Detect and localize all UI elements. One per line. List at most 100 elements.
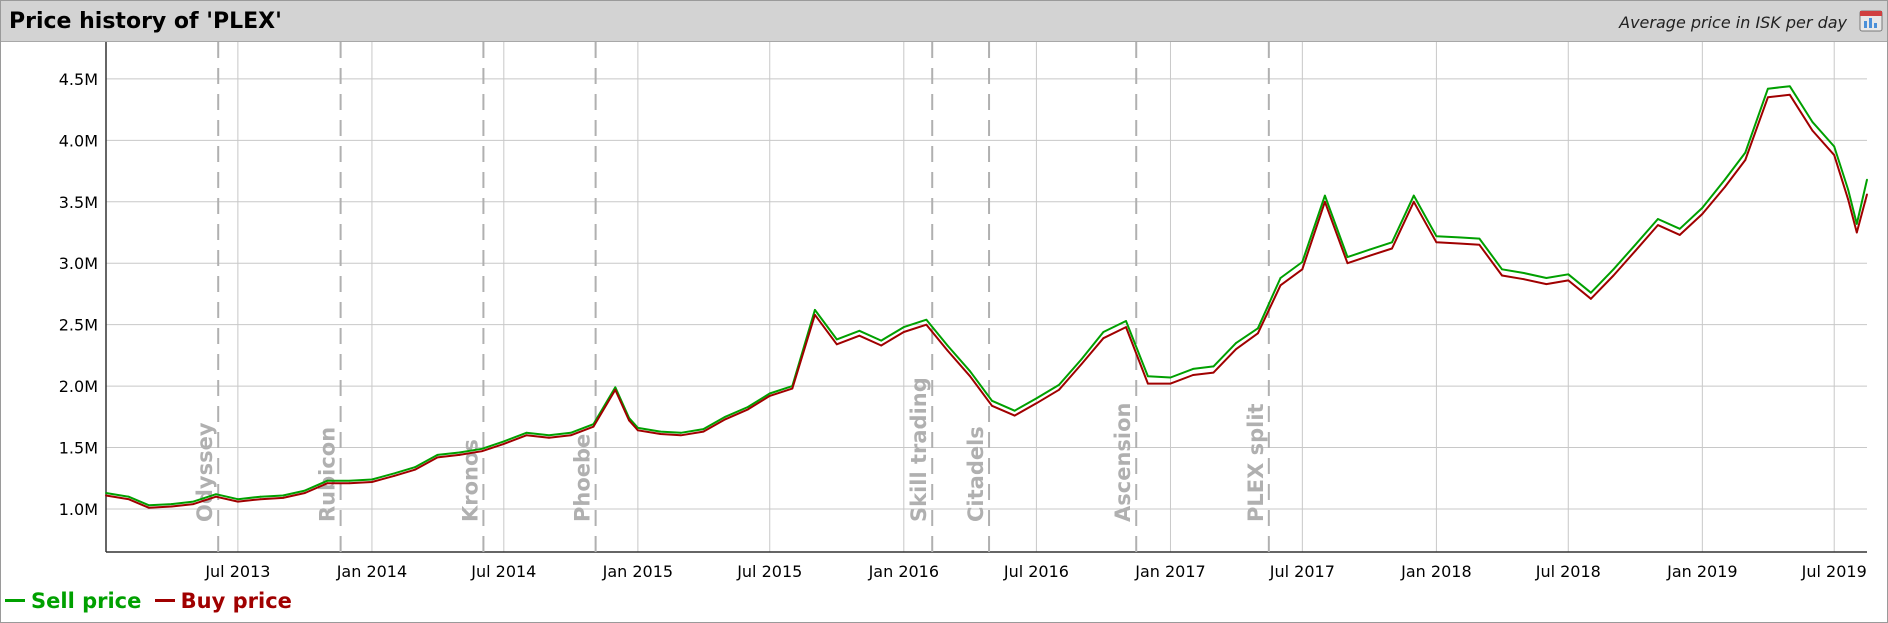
x-tick-label: Jan 2019 (1666, 562, 1737, 581)
sell-price-point (1324, 194, 1326, 197)
buy-price-point (371, 481, 373, 483)
legend-swatch-buy (154, 598, 175, 602)
buy-price-point (1478, 243, 1481, 246)
buy-price-point (858, 334, 861, 337)
chart-header: Price history of 'PLEX' Average price in… (1, 1, 1887, 42)
sell-price-point (1279, 277, 1282, 279)
chart-legend: Sell price Buy price (5, 589, 298, 613)
sell-price-point (236, 498, 239, 501)
sell-price-point (525, 431, 528, 434)
buy-price-point (592, 425, 595, 428)
sell-price-point (1701, 207, 1704, 209)
sell-price-point (1235, 342, 1237, 344)
buy-price-point (1435, 241, 1438, 244)
y-tick-label: 2.5M (59, 316, 98, 335)
buy-price-point (1866, 193, 1868, 196)
sell-price-point (659, 430, 662, 433)
sell-price-point (1125, 320, 1127, 322)
sell-price-point (1391, 241, 1393, 244)
sell-price-point (1833, 145, 1836, 148)
sell-price-point (1301, 261, 1304, 263)
buy-price-point (127, 498, 130, 501)
sell-price-point (502, 440, 505, 443)
buy-price-point (969, 375, 972, 378)
buy-price-point (259, 498, 262, 501)
event-label: Ascension (1111, 403, 1135, 522)
price-chart: 1.0M 1.5M 2.0M 2.5M 3.0M 3.5M 4.0M 4.5M Jul 2013… (59, 42, 1868, 581)
x-tick-label: Jan 2015 (602, 562, 673, 581)
buy-price-point (1567, 279, 1570, 282)
x-tick-label: Jul 2019 (1801, 562, 1867, 581)
sell-price-point (1478, 237, 1481, 240)
sell-price-point (814, 309, 816, 311)
x-tick-label: Jan 2018 (1400, 562, 1471, 581)
sell-price-point (1767, 87, 1769, 90)
buy-price-point (1256, 332, 1259, 335)
sell-price-point (1724, 178, 1726, 181)
sell-price-point (326, 479, 329, 482)
buy-price-point (1458, 242, 1460, 245)
sell-price-point (835, 338, 838, 341)
sell-price-point (548, 434, 550, 437)
buy-price-point (1212, 371, 1215, 374)
buy-price-point (348, 482, 351, 485)
chart-export-icon[interactable] (1857, 7, 1885, 35)
sell-price-point (1035, 397, 1038, 400)
buy-price-point (502, 442, 505, 445)
buy-price-point (946, 349, 949, 352)
buy-price-point (991, 404, 993, 407)
sell-price-point (282, 494, 284, 497)
legend-item-buy[interactable]: Buy price (154, 589, 292, 613)
sell-price-point (259, 495, 262, 498)
buy-price-point (326, 482, 329, 485)
sell-price-point (1458, 236, 1460, 239)
buy-price-point (1324, 200, 1326, 203)
buy-price-point (835, 343, 838, 346)
sell-price-point (1634, 243, 1637, 246)
sell-price-point (105, 492, 107, 494)
buy-price-point (768, 395, 771, 397)
sell-price-point (946, 344, 949, 347)
sell-price-point (702, 428, 705, 431)
buy-price-point (1545, 283, 1548, 285)
buy-price-point (1169, 382, 1172, 385)
sell-price-point (724, 415, 727, 418)
sell-price-point (348, 479, 351, 482)
legend-swatch-sell (5, 598, 25, 602)
sell-price-point (436, 454, 439, 456)
buy-price-point (1058, 388, 1060, 391)
sell-price-point (304, 489, 306, 492)
sell-price-point (1368, 248, 1371, 251)
sell-price-point (614, 386, 617, 389)
buy-price-point (1788, 93, 1791, 96)
x-tick-label: Jan 2016 (868, 562, 939, 581)
buy-price-point (1612, 274, 1615, 277)
buy-price-point (1724, 186, 1726, 188)
buy-price-point (880, 344, 883, 347)
buy-price-point (814, 313, 816, 316)
buy-price-point (1102, 337, 1105, 340)
sell-price-point (768, 392, 771, 395)
buy-price-point (1235, 348, 1237, 351)
sell-price-point (679, 431, 682, 434)
x-tick-label: Jan 2014 (336, 562, 407, 581)
sell-price-point (393, 472, 396, 475)
sell-price-point (1612, 268, 1615, 271)
sell-price-point (371, 478, 373, 481)
y-tick-label: 1.5M (59, 439, 98, 458)
buy-price-point (304, 492, 306, 494)
sell-price-point (1013, 409, 1016, 412)
buy-price-point (436, 456, 439, 459)
legend-item-sell[interactable]: Sell price (5, 589, 141, 613)
sell-price-point (1744, 151, 1747, 154)
buy-price-point (659, 433, 662, 435)
buy-price-point (105, 494, 107, 497)
buy-price-point (1035, 402, 1038, 405)
sell-price-point (1412, 194, 1415, 197)
buy-price-point (679, 434, 682, 437)
x-tick-label: Jul 2018 (1535, 562, 1601, 581)
buy-price-point (1589, 297, 1592, 300)
buy-price-point (1767, 96, 1769, 99)
x-tick-label: Jul 2013 (204, 562, 270, 581)
